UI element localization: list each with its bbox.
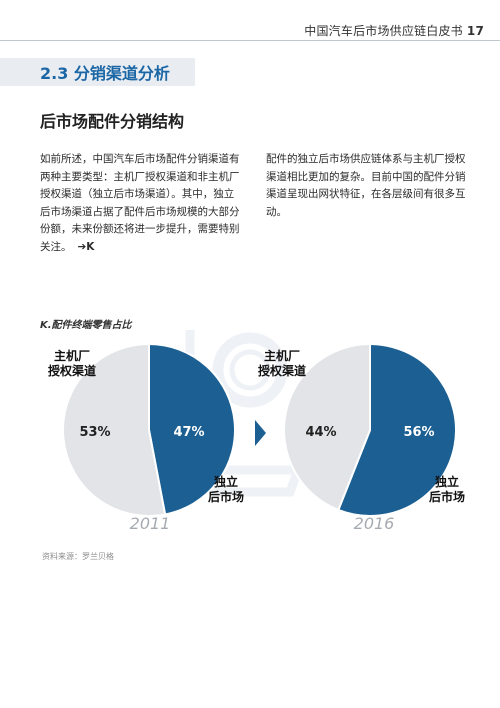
header-divider bbox=[0, 40, 500, 41]
paragraph-line: 配件的独立后市场供应链体系与主机厂授权 bbox=[266, 153, 466, 165]
pie-slice-independent bbox=[337, 342, 457, 517]
pie-year-label: 2016 bbox=[354, 514, 395, 533]
paragraph-line: 渠道呈现出网状特征，在各层级间有很多互 bbox=[266, 188, 466, 200]
paragraph-line: 授权渠道（独立后市场渠道）。其中，独立 bbox=[40, 188, 235, 200]
category-label-independent: 后市场 bbox=[208, 489, 244, 504]
category-label-independent: 独立 bbox=[213, 474, 238, 489]
paragraph-line: 关注。 bbox=[40, 240, 72, 253]
chart-title: K.配件终端零售占比 bbox=[40, 320, 132, 331]
subheading: 后市场配件分销结构 bbox=[40, 112, 185, 131]
section-title-bar bbox=[0, 58, 195, 86]
category-label-oem: 授权渠道 bbox=[48, 363, 96, 378]
category-label-oem: 授权渠道 bbox=[258, 363, 306, 378]
paragraph-line: 份额，未来份额还将进一步提升，需要特别 bbox=[40, 223, 240, 235]
paragraph-line: 两种主要类型：主机厂授权渠道和非主机厂 bbox=[40, 170, 240, 183]
pie-slice-independent bbox=[148, 342, 236, 516]
paragraph-line: 渠道相比更加的复杂。目前中国的配件分销 bbox=[266, 170, 466, 183]
pie-value-label: 47% bbox=[173, 425, 204, 440]
paragraph-line: 如前所述，中国汽车后市场配件分销渠道有 bbox=[40, 153, 240, 165]
document-title: 中国汽车后市场供应链白皮书 bbox=[304, 24, 463, 38]
pie-slice-oem bbox=[62, 342, 167, 517]
paragraph-line: 后市场渠道占据了配件后市场规模的大部分 bbox=[40, 205, 240, 218]
paragraph-line: 动。 bbox=[266, 205, 287, 218]
body-paragraph-right: 配件的独立后市场供应链体系与主机厂授权 渠道相比更加的复杂。目前中国的配件分销 … bbox=[266, 151, 466, 221]
pie-value-label: 56% bbox=[403, 425, 434, 440]
pie-slice-oem bbox=[283, 342, 371, 512]
pie-value-label: 44% bbox=[305, 425, 336, 440]
category-label-independent: 后市场 bbox=[429, 489, 465, 504]
category-label-independent: 独立 bbox=[434, 474, 459, 489]
figure-reference: ➔K bbox=[77, 240, 95, 253]
pie-value-label: 53% bbox=[79, 425, 110, 440]
paragraph-line-last: 关注。 ➔K bbox=[40, 239, 240, 257]
triangle-right-icon bbox=[255, 420, 266, 446]
section-title: 2.3 分销渠道分析 bbox=[40, 64, 170, 83]
source-note: 资料来源：罗兰贝格 bbox=[42, 552, 114, 561]
category-label-oem: 主机厂 bbox=[54, 348, 90, 363]
body-paragraph-left: 如前所述，中国汽车后市场配件分销渠道有 两种主要类型：主机厂授权渠道和非主机厂 … bbox=[40, 151, 240, 256]
category-label-oem: 主机厂 bbox=[264, 348, 300, 363]
pie-year-label: 2011 bbox=[130, 514, 171, 533]
page-number: 17 bbox=[466, 24, 484, 38]
page-header: 中国汽车后市场供应链白皮书 17 bbox=[304, 22, 484, 39]
